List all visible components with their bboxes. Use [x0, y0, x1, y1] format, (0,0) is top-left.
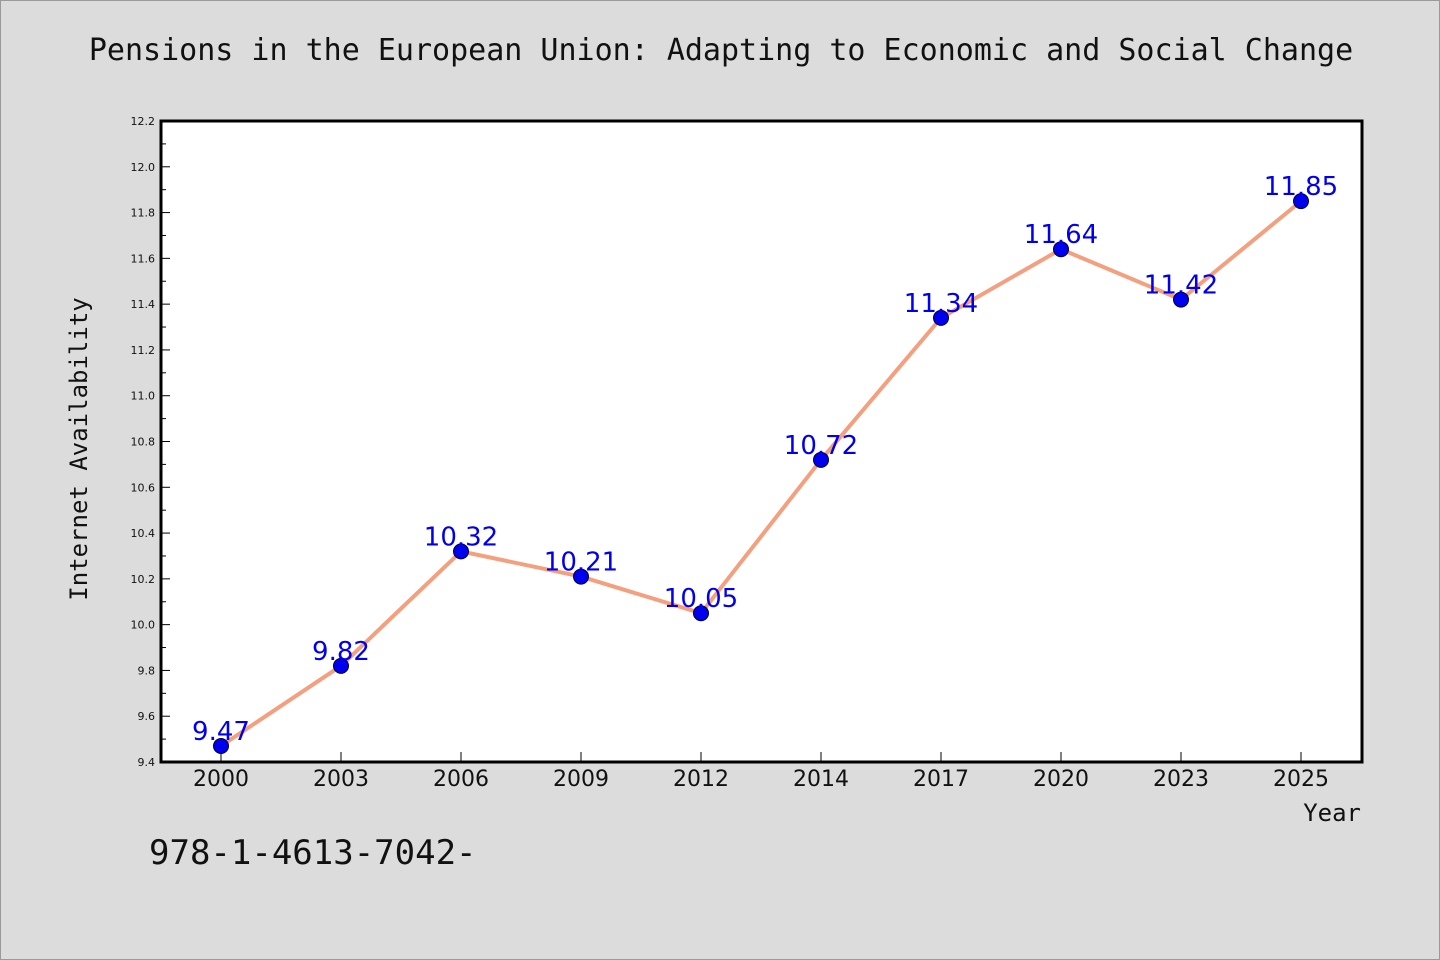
data-point	[213, 737, 229, 754]
x-tick-label: 2009	[553, 767, 609, 792]
chart-title: Pensions in the European Union: Adapting…	[88, 33, 1354, 68]
data-point	[1173, 291, 1189, 308]
y-tick-label: 12.0	[131, 161, 156, 174]
data-label: 11.34	[904, 289, 978, 319]
data-point	[933, 309, 949, 326]
data-point	[453, 543, 469, 560]
y-tick-label: 9.4	[138, 756, 156, 769]
y-tick-label: 11.4	[131, 298, 156, 311]
data-point	[1053, 241, 1069, 258]
y-tick-label: 10.2	[131, 573, 156, 586]
y-tick-label: 10.6	[131, 481, 156, 494]
data-point	[1293, 193, 1309, 210]
y-tick-label: 11.6	[131, 252, 156, 265]
data-point	[573, 568, 589, 585]
x-axis-label: Year	[1303, 799, 1361, 827]
y-tick-label: 9.8	[138, 664, 156, 677]
x-tick-label: 2025	[1273, 767, 1329, 792]
x-tick-label: 2023	[1153, 767, 1209, 792]
y-tick-label: 9.6	[138, 710, 156, 723]
data-label: 11.85	[1264, 172, 1338, 202]
data-label: 10.21	[544, 548, 618, 578]
y-tick-label: 11.0	[131, 390, 156, 403]
y-tick-label: 11.2	[131, 344, 156, 357]
x-tick-label: 2003	[313, 767, 369, 792]
data-label: 11.42	[1144, 271, 1218, 301]
y-tick-label: 10.8	[131, 436, 156, 449]
series-line	[219, 199, 1303, 748]
series	[213, 193, 1309, 754]
footer-isbn-text: 978-1-4613-7042-	[149, 833, 477, 873]
plot-area	[159, 119, 1364, 764]
data-labels: 9.47 9.82 10.32 10.21 10.05 10.72 11.34 11.64 11…	[192, 172, 1338, 747]
y-tick-label: 10.0	[131, 619, 156, 632]
x-tick-label: 2012	[673, 767, 729, 792]
y-tick-label: 10.4	[131, 527, 156, 540]
x-axis: 2000 2003 2006 2009 2012 2014 2017 2020 2023 2025	[193, 752, 1329, 792]
data-label: 11.64	[1024, 220, 1098, 250]
y-tick-label: 12.2	[131, 115, 156, 128]
y-axis: 9.4 9.6 9.8 10.0 10.2 10.4 10.6 10.8 11.0 11.2 11.…	[131, 115, 170, 769]
data-label: 10.72	[784, 431, 858, 461]
y-tick-label: 11.8	[131, 207, 156, 220]
x-tick-label: 2014	[793, 767, 849, 792]
data-point	[813, 451, 829, 468]
x-tick-label: 2020	[1033, 767, 1089, 792]
x-tick-label: 2006	[433, 767, 489, 792]
data-label: 10.32	[424, 522, 498, 552]
data-label: 10.05	[664, 584, 738, 614]
x-tick-label: 2000	[193, 767, 249, 792]
data-label: 9.82	[312, 637, 370, 667]
x-tick-label: 2017	[913, 767, 969, 792]
data-point	[333, 657, 349, 674]
y-axis-label: Internet Availability	[65, 297, 93, 600]
data-label: 9.47	[192, 717, 250, 747]
data-point	[693, 605, 709, 622]
